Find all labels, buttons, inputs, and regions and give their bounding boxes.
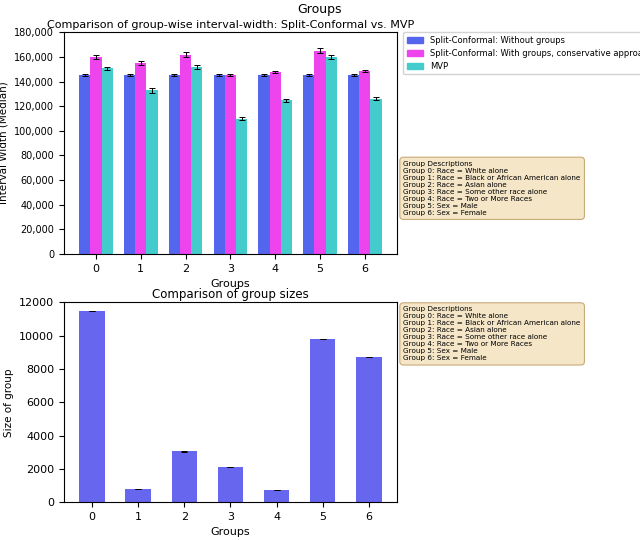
Bar xyxy=(218,467,243,502)
Bar xyxy=(124,76,135,254)
Bar xyxy=(359,71,371,254)
Bar xyxy=(214,75,225,254)
Bar xyxy=(356,356,381,502)
Y-axis label: Interval Width (Median): Interval Width (Median) xyxy=(0,82,9,205)
X-axis label: Groups: Groups xyxy=(211,528,250,537)
Bar xyxy=(371,99,381,254)
Bar xyxy=(264,490,289,502)
Bar xyxy=(281,100,292,254)
Bar xyxy=(326,57,337,254)
Bar xyxy=(169,76,180,254)
Bar xyxy=(191,67,202,254)
Bar xyxy=(79,76,90,254)
Text: Groups: Groups xyxy=(298,3,342,16)
Bar xyxy=(269,72,281,254)
Title: Comparison of group-wise interval-width: Split-Conformal vs. MVP: Comparison of group-wise interval-width:… xyxy=(47,20,414,30)
Bar xyxy=(259,75,269,254)
Bar xyxy=(102,68,113,254)
Bar xyxy=(236,118,247,254)
Bar xyxy=(79,310,104,502)
Bar xyxy=(310,339,335,502)
Title: Comparison of group sizes: Comparison of group sizes xyxy=(152,288,308,301)
Legend: Split-Conformal: Without groups, Split-Conformal: With groups, conservative appr: Split-Conformal: Without groups, Split-C… xyxy=(403,32,640,75)
Text: Group Descriptions
Group 0: Race = White alone
Group 1: Race = Black or African : Group Descriptions Group 0: Race = White… xyxy=(403,161,581,216)
Bar xyxy=(135,63,147,254)
Bar xyxy=(225,75,236,254)
Bar xyxy=(180,55,191,254)
Y-axis label: Size of group: Size of group xyxy=(4,368,13,436)
Bar xyxy=(348,76,359,254)
Bar xyxy=(172,451,197,502)
Bar xyxy=(125,489,151,502)
Bar xyxy=(90,57,102,254)
Bar xyxy=(303,76,314,254)
Bar xyxy=(314,51,326,254)
Text: Group Descriptions
Group 0: Race = White alone
Group 1: Race = Black or African : Group Descriptions Group 0: Race = White… xyxy=(403,306,581,361)
X-axis label: Groups: Groups xyxy=(211,279,250,289)
Bar xyxy=(147,90,157,254)
